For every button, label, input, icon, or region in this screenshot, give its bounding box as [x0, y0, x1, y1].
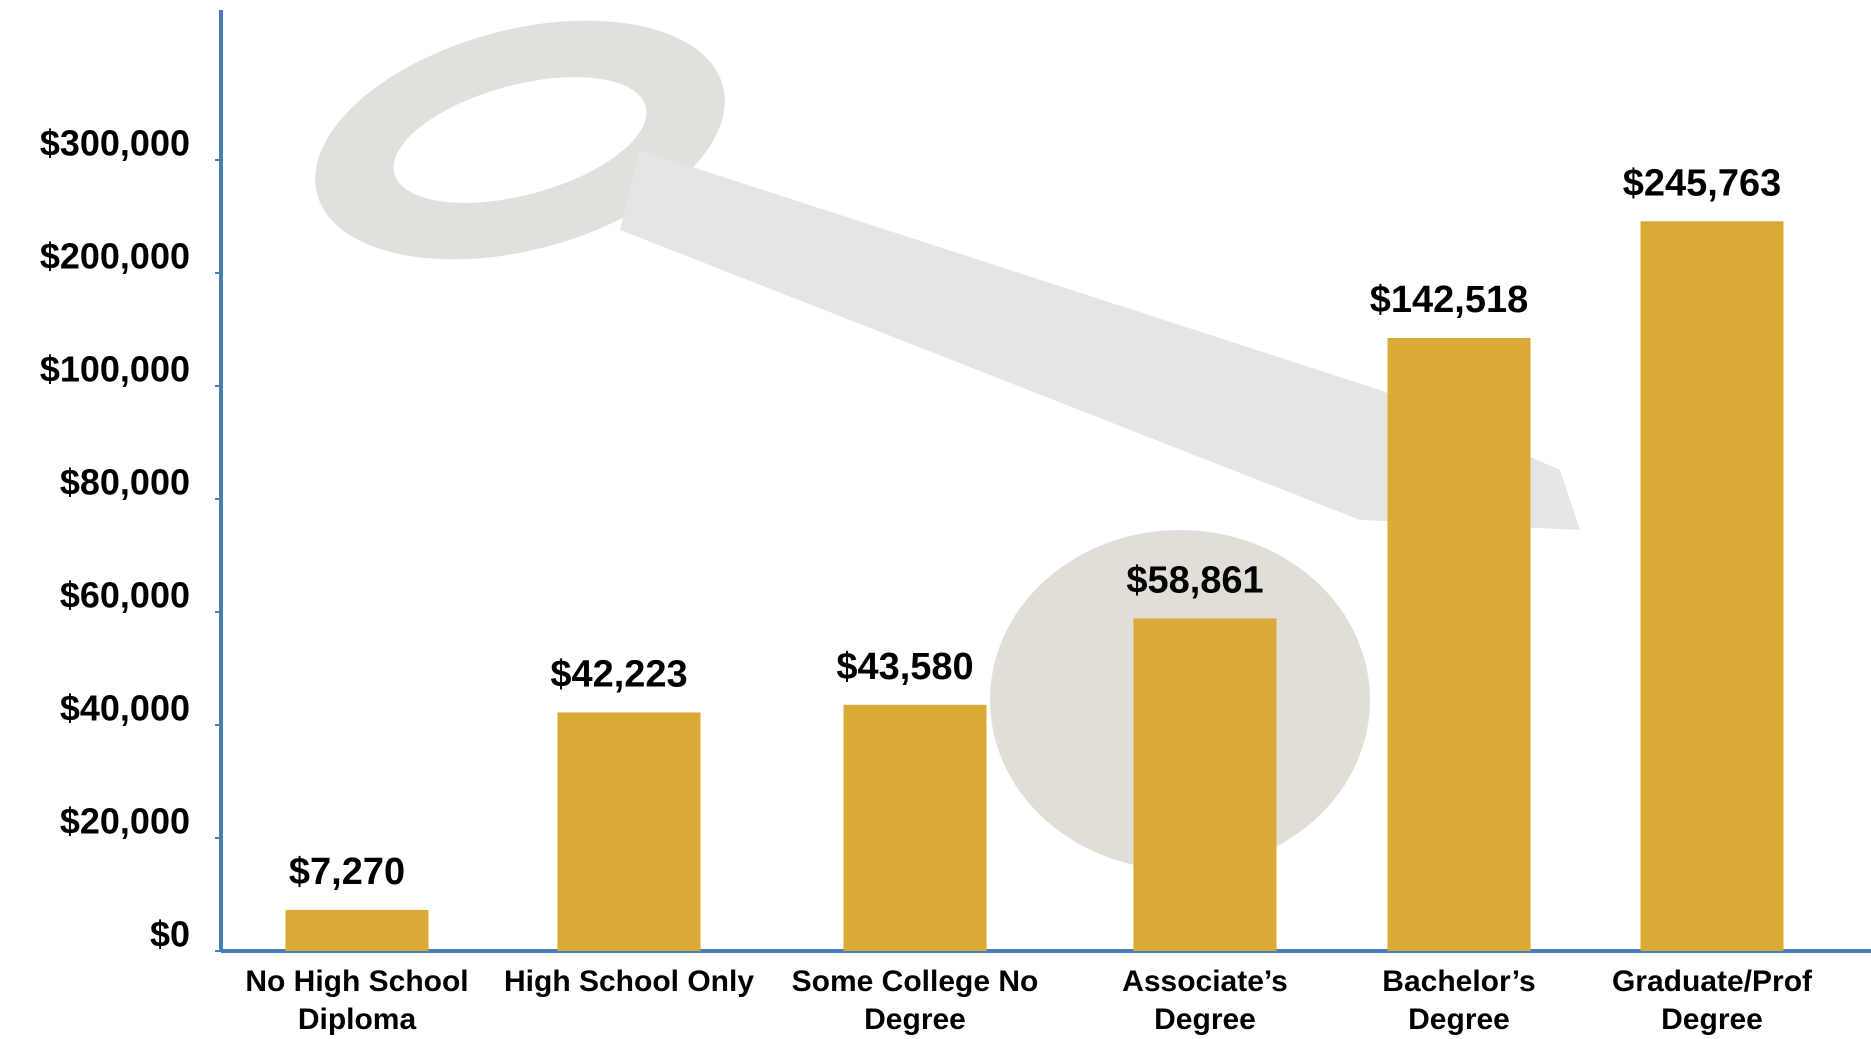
- x-tick-label: No High School Diploma: [245, 965, 469, 1036]
- x-tick-label: Some College No Degree: [791, 965, 1039, 1036]
- bar: [285, 909, 429, 951]
- y-tick-label: $100,000: [40, 349, 190, 390]
- value-label: $43,580: [836, 646, 973, 688]
- value-label: $142,518: [1370, 279, 1529, 321]
- bar: [1640, 221, 1784, 951]
- y-tick-label: $60,000: [60, 575, 190, 616]
- x-tick-label: Bachelor’s Degree: [1382, 965, 1536, 1036]
- x-tick-label: Associate’s Degree: [1122, 965, 1288, 1036]
- bar: [1387, 337, 1531, 951]
- y-tick-label: $200,000: [40, 236, 190, 277]
- bar: [557, 712, 701, 951]
- bar: [843, 704, 987, 951]
- bar: [1133, 618, 1277, 951]
- value-label: $42,223: [550, 653, 687, 695]
- y-tick-label: $40,000: [60, 688, 190, 729]
- value-label: $58,861: [1126, 559, 1263, 601]
- x-tick-label: Graduate/Prof Degree: [1611, 965, 1813, 1036]
- value-label: $245,763: [1623, 162, 1782, 204]
- y-tick-label: $20,000: [60, 801, 190, 842]
- value-label: $7,270: [289, 851, 405, 893]
- x-tick-label: High School Only: [504, 965, 755, 998]
- y-tick-label: $300,000: [40, 123, 190, 164]
- y-tick-label: $80,000: [60, 462, 190, 503]
- y-tick-label: $0: [150, 914, 190, 955]
